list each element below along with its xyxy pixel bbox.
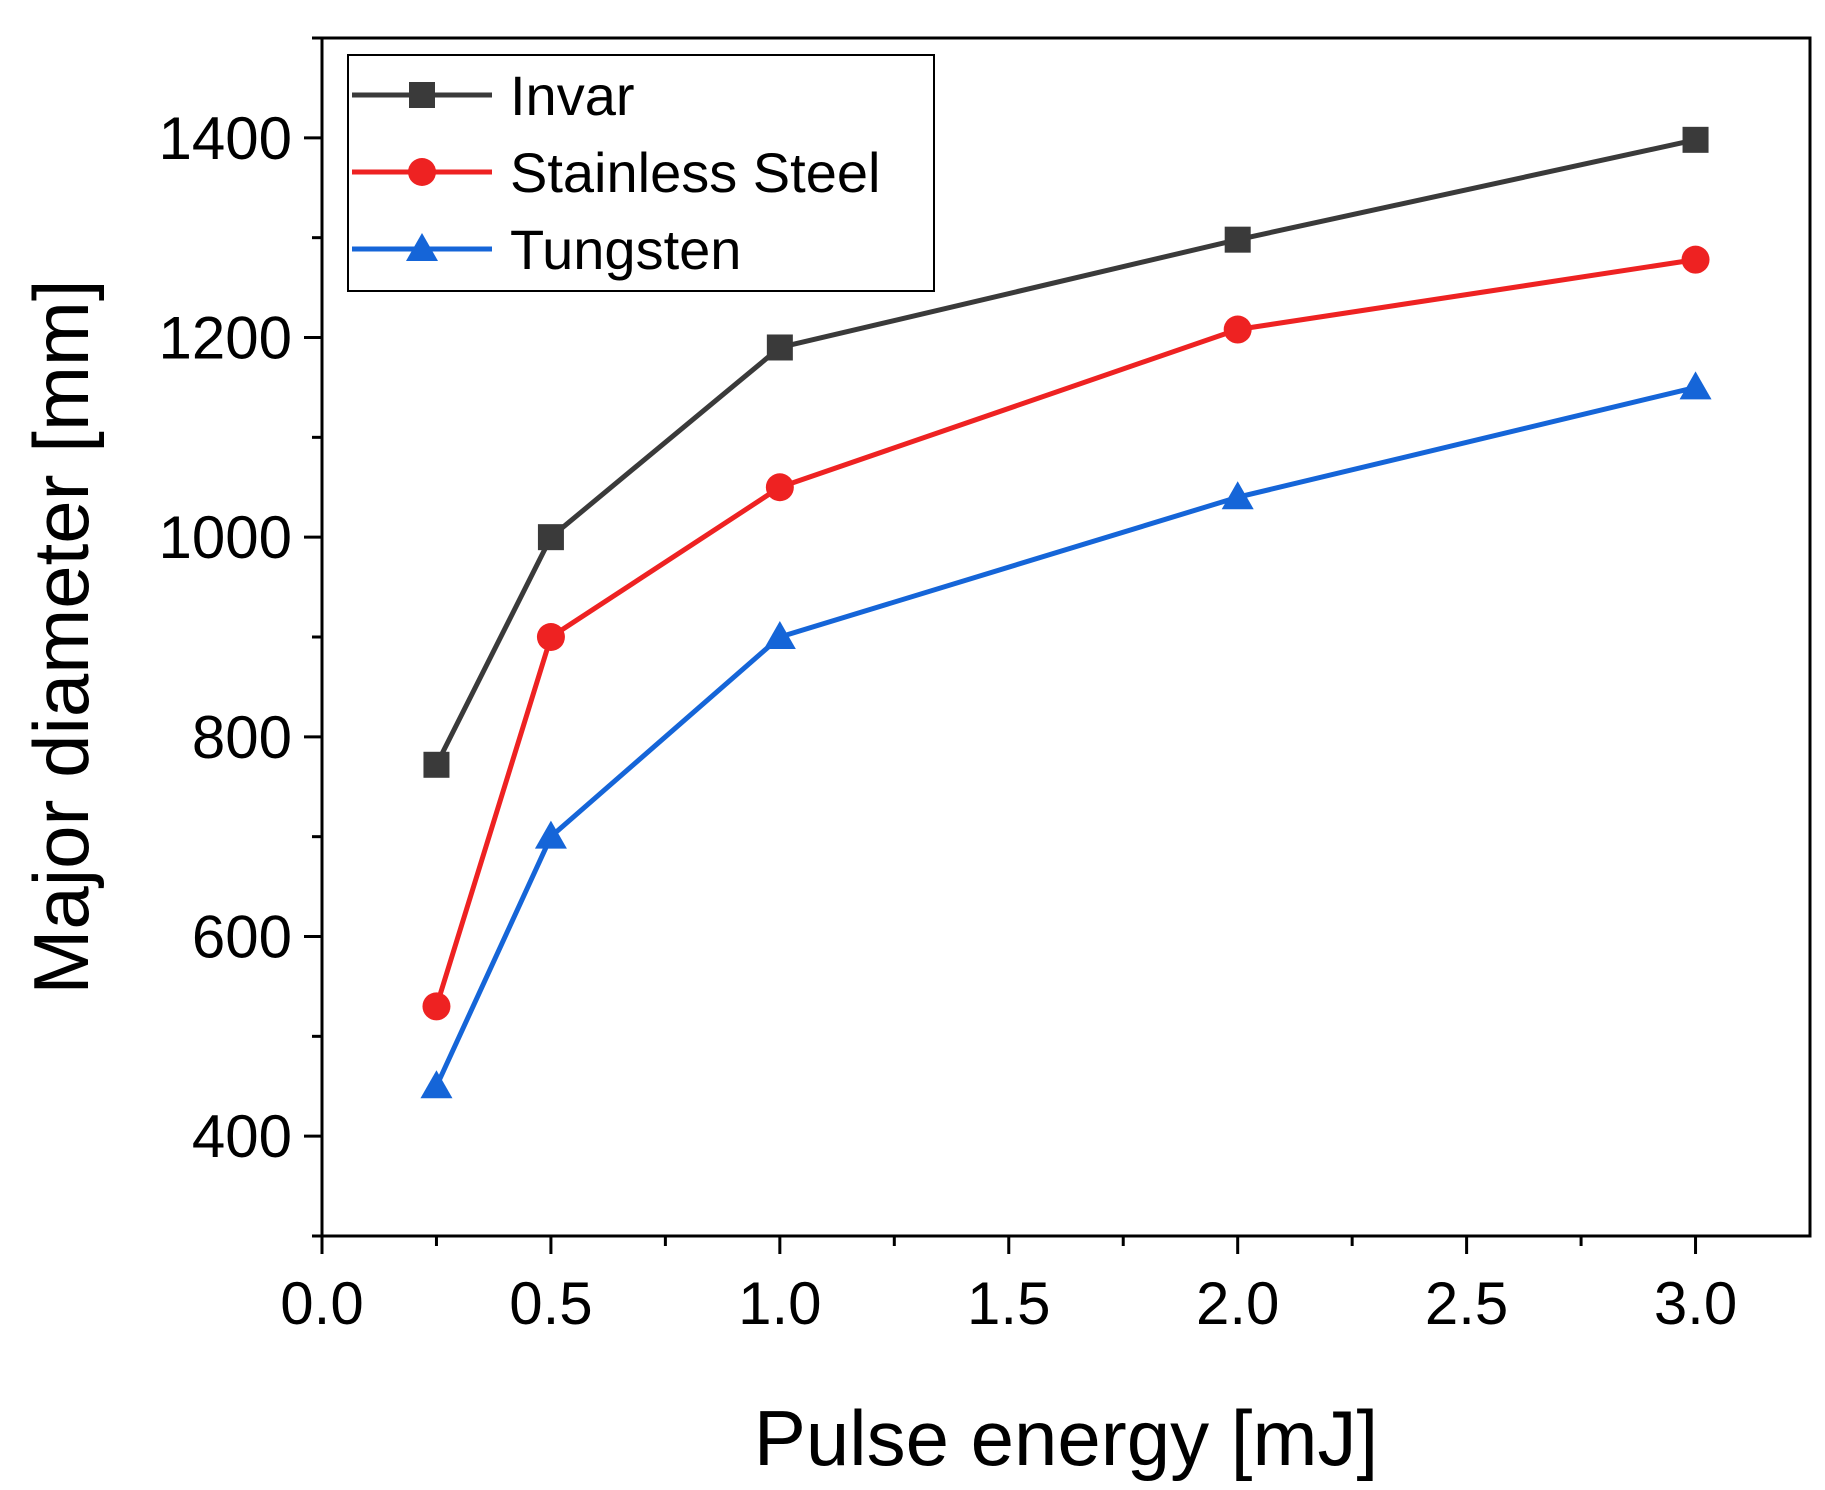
data-point-stainless-steel — [536, 623, 565, 651]
y-tick-label: 1400 — [159, 105, 292, 172]
y-tick-label: 1000 — [159, 504, 292, 571]
x-axis: 0.0 0.5 1.0 1.5 2.0 2.5 3.0 — [280, 1236, 1737, 1337]
legend-label-stainless-steel: Stainless Steel — [510, 141, 880, 204]
data-point-stainless-steel — [765, 473, 794, 502]
x-tick-label: 0.0 — [280, 1270, 363, 1337]
x-tick-label: 3.0 — [1654, 1270, 1737, 1337]
legend-marker-tungsten — [406, 233, 438, 261]
legend-label-tungsten: Tungsten — [510, 218, 741, 281]
x-axis-title: Pulse energy [mJ] — [754, 1394, 1378, 1482]
data-point-tungsten — [763, 621, 796, 649]
legend-marker-invar — [409, 82, 435, 108]
y-tick-label: 1200 — [159, 305, 292, 372]
data-point-tungsten — [1679, 371, 1712, 400]
data-point-tungsten — [420, 1070, 453, 1099]
x-tick-label: 1.5 — [967, 1270, 1050, 1337]
legend: Invar Stainless Steel Tungsten — [347, 54, 935, 292]
data-point-invar — [1224, 226, 1251, 253]
data-point-stainless-steel — [1223, 315, 1252, 344]
series-line-tungsten — [434, 384, 1697, 1088]
data-point-invar — [423, 751, 450, 778]
data-point-invar — [1682, 126, 1709, 153]
x-tick-label: 1.0 — [738, 1270, 821, 1337]
data-point-tungsten — [1221, 481, 1254, 510]
y-axis-title: Major diameter [mm] — [17, 279, 105, 994]
data-point-tungsten — [534, 820, 567, 849]
series-layer — [420, 126, 1712, 1099]
x-tick-label: 2.5 — [1425, 1270, 1508, 1337]
legend-label-invar: Invar — [510, 64, 635, 127]
data-point-stainless-steel — [1681, 245, 1710, 274]
data-point-stainless-steel — [422, 992, 451, 1021]
y-tick-label: 400 — [192, 1103, 292, 1170]
y-tick-label: 600 — [192, 904, 292, 971]
x-tick-label: 2.0 — [1196, 1270, 1279, 1337]
data-point-invar — [537, 524, 564, 551]
y-tick-label: 800 — [192, 704, 292, 771]
series-line-stainless-steel — [434, 257, 1696, 1008]
x-tick-label: 0.5 — [509, 1270, 592, 1337]
legend-marker-stainless-steel — [408, 158, 436, 186]
data-point-invar — [766, 334, 793, 361]
y-axis: 400 600 800 1000 1200 1400 — [159, 36, 322, 1238]
